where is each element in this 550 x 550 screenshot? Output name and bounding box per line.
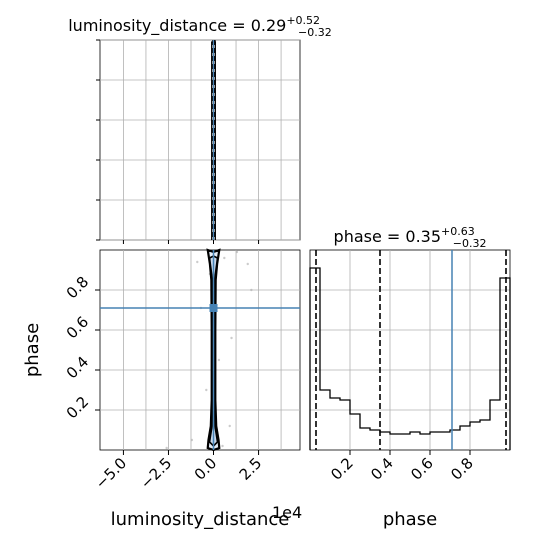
phase-ytick-label-3: 0.8 <box>63 273 93 303</box>
joint-scatter-point-11 <box>165 446 168 450</box>
phase-xtick-label-1: 0.4 <box>367 454 397 484</box>
y-axis-label-phase: phase <box>22 323 43 377</box>
joint-scatter-point-10 <box>221 444 224 448</box>
ld-title-plus: +0.52 <box>286 14 320 27</box>
joint-scatter-point-7 <box>205 388 208 392</box>
phase-ytick-label-2: 0.6 <box>63 313 93 343</box>
offset-text: 1e4 <box>272 503 302 522</box>
ld-histogram-frame <box>99 39 301 241</box>
joint-scatter-point-9 <box>190 438 194 442</box>
phase-ytick-label-1: 0.4 <box>63 353 93 383</box>
x-axis-label-phase: phase <box>383 509 437 530</box>
phase-ytick-label-0: 0.2 <box>63 393 93 423</box>
joint-scatter-point-3 <box>246 262 249 266</box>
ld-xtick-label-1: −2.5 <box>137 454 175 492</box>
phase-title-plus: +0.63 <box>441 225 475 238</box>
phase-xtick-label-3: 0.8 <box>447 454 477 484</box>
ld-xtick-label-3: 2.5 <box>236 454 266 484</box>
joint-scatter-point-8 <box>228 424 231 428</box>
joint-panel <box>99 249 301 451</box>
joint-scatter-point-6 <box>230 336 233 340</box>
axes-layer: −5.0 −2.5 0.0 2.5 0.2 0.4 0.6 0.8 0.2 0.4 0.6 0.8 <box>63 39 477 493</box>
joint-frame <box>99 249 301 451</box>
ld-xtick-label-2: 0.0 <box>191 454 221 484</box>
ld-histogram-panel <box>99 39 301 241</box>
x-axis-label-ld: luminosity_distance <box>111 509 290 530</box>
joint-layer <box>100 248 300 452</box>
phase-histogram-layer <box>309 250 511 450</box>
joint-scatter-point-0 <box>196 260 199 264</box>
joint-scatter-point-12 <box>217 358 221 362</box>
joint-truth-marker <box>209 304 218 312</box>
phase-title: phase = 0.35+0.63 −0.32 <box>334 225 487 250</box>
phase-title-minus: −0.32 <box>453 237 487 250</box>
ld-histogram-layer <box>100 39 300 241</box>
ld-xtick-label-0: −5.0 <box>92 454 130 492</box>
joint-scatter-point-2 <box>235 250 239 254</box>
phase-hist-step <box>309 267 511 450</box>
ld-title: luminosity_distance = 0.29+0.52 −0.32 <box>68 14 332 39</box>
phase-xtick-label-0: 0.2 <box>327 454 357 484</box>
joint-scatter-point-1 <box>223 256 226 260</box>
joint-scatter-point-4 <box>250 288 253 292</box>
ld-title-minus: −0.32 <box>298 26 332 39</box>
phase-xtick-label-2: 0.6 <box>407 454 437 484</box>
